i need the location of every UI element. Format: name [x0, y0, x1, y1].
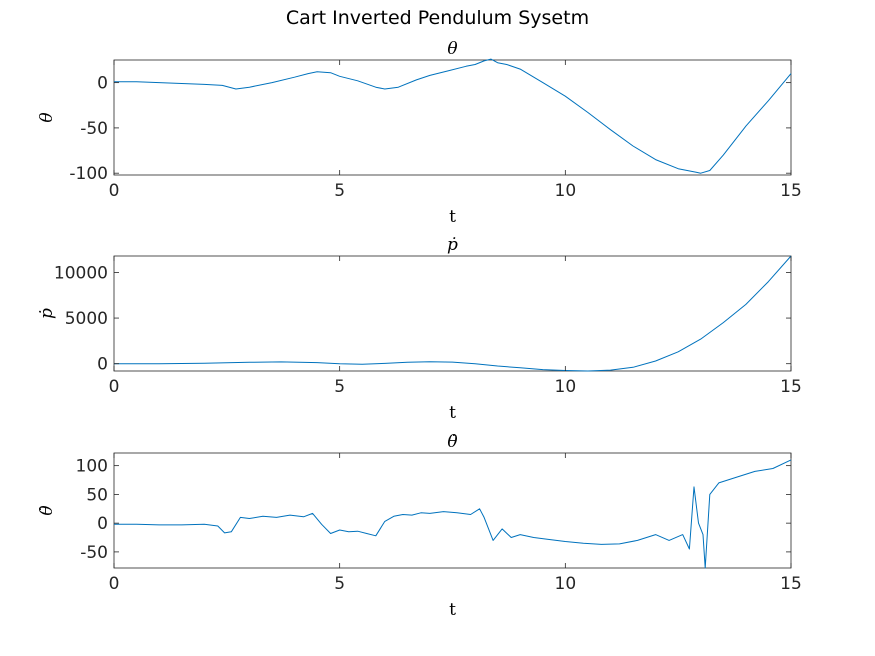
series-line-1	[114, 255, 792, 372]
subplot-title: θ̇	[447, 432, 457, 452]
y-tick-label: 0	[97, 355, 108, 375]
y-axis-label: θ	[37, 112, 57, 122]
x-tick-label: 5	[334, 574, 345, 594]
plot-area	[113, 59, 792, 176]
subplot-title: θ	[447, 39, 457, 59]
x-axis-label: t	[449, 403, 456, 423]
y-tick-label: 10000	[54, 263, 108, 283]
subplot-title: ṗ	[447, 235, 458, 255]
y-tick-label: -50	[80, 543, 108, 563]
y-tick-label: -50	[80, 119, 108, 139]
x-axis-label: t	[449, 600, 456, 620]
x-tick-label: 15	[780, 574, 802, 594]
series-line-1	[114, 459, 792, 569]
y-tick-label: 5000	[65, 309, 108, 329]
x-tick-label: 15	[780, 377, 802, 397]
y-tick-label: -100	[69, 164, 108, 184]
x-tick-label: 10	[555, 377, 577, 397]
x-tick-label: 0	[109, 574, 120, 594]
x-tick-label: 15	[780, 181, 802, 201]
x-tick-label: 5	[334, 181, 345, 201]
plot-area	[113, 255, 792, 372]
x-tick-label: 5	[334, 377, 345, 397]
plot-area	[113, 452, 792, 569]
y-tick-label: 0	[97, 514, 108, 534]
y-axis-label: ṗ	[37, 308, 57, 319]
subplot-1: 0 5 10 15 0 -50 -100 θ t θ	[37, 39, 802, 227]
x-tick-label: 0	[109, 377, 120, 397]
y-axis-label: θ̇	[37, 505, 57, 515]
x-tick-label: 10	[555, 574, 577, 594]
y-tick-label: 0	[97, 74, 108, 94]
x-tick-label: 10	[555, 181, 577, 201]
y-tick-label: 100	[76, 457, 108, 477]
y-tick-label: 50	[86, 485, 108, 505]
figure-title: Cart Inverted Pendulum Sysetm	[285, 7, 590, 29]
x-tick-label: 0	[109, 181, 120, 201]
subplot-2: 0 5 10 15 10000 5000 0 ṗ t ṗ	[37, 235, 802, 423]
series-line-1	[114, 58, 792, 174]
x-axis-label: t	[449, 207, 456, 227]
